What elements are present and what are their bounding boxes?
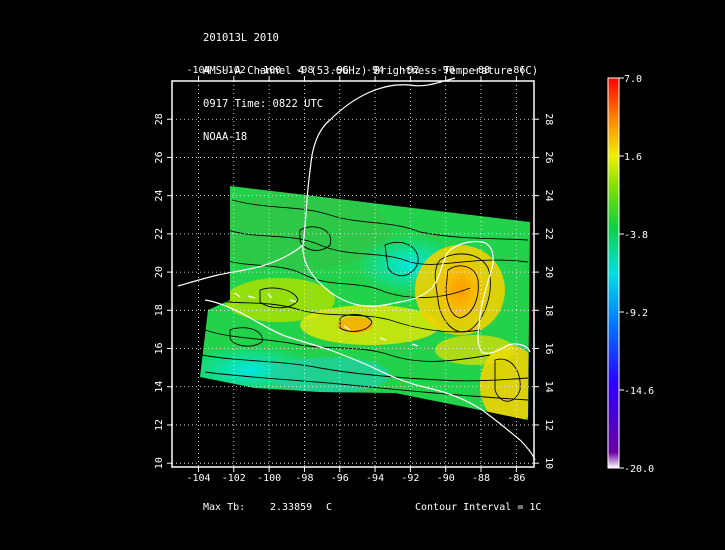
lat-label-right: 16 (543, 343, 554, 355)
lat-label-left: 28 (154, 113, 165, 125)
lon-label-top: -94 (366, 65, 384, 76)
satellite-name: NOAA-18 (203, 131, 248, 143)
lat-label-right: 10 (543, 457, 554, 469)
lat-lon-grid (167, 76, 539, 472)
lat-label-right: 28 (543, 113, 554, 125)
lat-label-right: 22 (543, 228, 554, 240)
lon-label-top: -102 (222, 65, 246, 76)
lat-label-right: 18 (543, 304, 554, 316)
max-tb-unit: C (326, 502, 333, 513)
lon-label-bottom: -104 (186, 473, 210, 484)
lat-label-right: 20 (543, 266, 554, 278)
colorbar-label: -3.8 (624, 230, 648, 241)
lat-label-left: 26 (154, 151, 165, 163)
lon-label-bottom: -92 (401, 473, 419, 484)
lat-label-left: 16 (154, 343, 165, 355)
lon-label-top: -92 (401, 65, 419, 76)
lon-label-bottom: -98 (295, 473, 313, 484)
colorbar (607, 77, 620, 469)
colorbar-label: 1.6 (624, 152, 642, 163)
lat-label-left: 24 (154, 190, 165, 202)
brightness-temperature-field (200, 186, 530, 420)
coastline (177, 77, 536, 461)
colorbar-label: -9.2 (624, 308, 648, 319)
time-line: 0917 Time: 0822 UTC (203, 98, 324, 110)
lat-label-right: 24 (543, 190, 554, 202)
max-tb-label: Max Tb: (203, 502, 246, 513)
map-frame (171, 80, 535, 468)
colorbar-label: -14.6 (624, 386, 654, 397)
lon-label-bottom: -96 (331, 473, 349, 484)
colorbar-label: -20.0 (624, 464, 654, 475)
lon-label-bottom: -90 (437, 473, 455, 484)
lon-label-bottom: -94 (366, 473, 384, 484)
colorbar-label: 7.0 (624, 74, 642, 85)
lon-label-top: -96 (331, 65, 349, 76)
lat-label-left: 12 (154, 419, 165, 431)
lat-label-left: 22 (154, 228, 165, 240)
lat-label-left: 18 (154, 304, 165, 316)
product-title: AMSU-A Channel 4 (53.6GHz) Brightness Te… (203, 65, 539, 77)
lon-label-top: -86 (507, 65, 525, 76)
lon-label-top: -90 (437, 65, 455, 76)
lon-label-top: -104 (186, 65, 210, 76)
lon-label-bottom: -86 (507, 473, 525, 484)
lat-label-right: 14 (543, 381, 554, 393)
lon-label-bottom: -100 (257, 473, 281, 484)
lon-label-top: -98 (295, 65, 313, 76)
lon-label-bottom: -102 (222, 473, 246, 484)
axis-tick-labels: -104 -104 -102 -102 -100 -100 -98 -98 -96 -96 -94 -… (154, 65, 554, 484)
colorbar-labels: 7.0 1.6 -3.8 -9.2 -14.6 -20.0 (619, 74, 654, 475)
contour-interval: Contour Interval = 1C (415, 502, 542, 513)
plot-header: 201013L 2010 AMSU-A Channel 4 (53.6GHz) … (203, 11, 538, 154)
lat-label-left: 20 (154, 266, 165, 278)
max-tb-value: 2.33859 (270, 502, 313, 513)
storm-id-year: 201013L 2010 (203, 32, 279, 44)
lat-label-left: 14 (154, 381, 165, 393)
lon-label-bottom: -88 (472, 473, 490, 484)
lon-label-top: -100 (257, 65, 281, 76)
lon-label-top: -88 (472, 65, 490, 76)
lat-label-right: 12 (543, 419, 554, 431)
lat-label-right: 26 (543, 151, 554, 163)
lat-label-left: 10 (154, 457, 165, 469)
